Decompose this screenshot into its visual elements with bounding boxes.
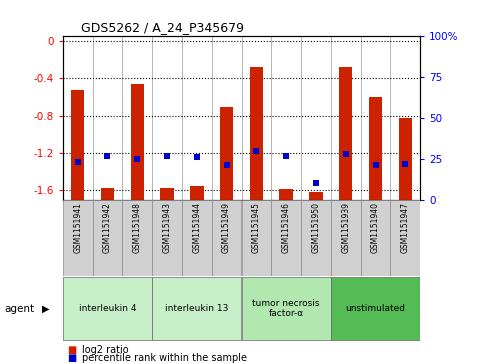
Bar (93, 200, 122, 276)
Text: GSM1151945: GSM1151945 (252, 202, 261, 253)
Text: GSM1151950: GSM1151950 (312, 202, 320, 253)
Text: unstimulated: unstimulated (345, 304, 406, 313)
Text: percentile rank within the sample: percentile rank within the sample (82, 352, 247, 363)
Text: GSM1151944: GSM1151944 (192, 202, 201, 253)
Bar (130, 84, 144, 200)
Bar (309, 192, 323, 200)
Bar (398, 118, 412, 200)
Text: ■: ■ (68, 352, 77, 363)
Bar (242, 277, 331, 340)
Bar (280, 189, 293, 200)
Bar (63, 200, 93, 276)
Text: GDS5262 / A_24_P345679: GDS5262 / A_24_P345679 (81, 21, 243, 34)
Bar (63, 277, 152, 340)
Text: GSM1151941: GSM1151941 (73, 202, 82, 253)
Text: GSM1151942: GSM1151942 (103, 202, 112, 253)
Bar (339, 67, 353, 200)
Bar (122, 200, 152, 276)
Text: GSM1151947: GSM1151947 (401, 202, 410, 253)
Bar (220, 107, 233, 200)
Bar (331, 200, 361, 276)
Bar (250, 67, 263, 200)
Bar (301, 200, 331, 276)
Text: ▶: ▶ (42, 303, 50, 314)
Bar (361, 200, 390, 276)
Text: log2 ratio: log2 ratio (82, 345, 129, 355)
Bar (212, 200, 242, 276)
Bar (242, 200, 271, 276)
Bar (152, 200, 182, 276)
Text: GSM1151940: GSM1151940 (371, 202, 380, 253)
Bar (160, 188, 174, 200)
Bar (390, 200, 420, 276)
Text: ■: ■ (68, 345, 77, 355)
Text: interleukin 13: interleukin 13 (165, 304, 228, 313)
Text: interleukin 4: interleukin 4 (79, 304, 136, 313)
Bar (182, 200, 212, 276)
Bar (101, 188, 114, 200)
Bar (71, 90, 85, 200)
Text: GSM1151939: GSM1151939 (341, 202, 350, 253)
Text: GSM1151943: GSM1151943 (163, 202, 171, 253)
Bar (331, 277, 420, 340)
Bar (190, 185, 203, 200)
Bar (369, 97, 382, 200)
Text: agent: agent (5, 303, 35, 314)
Text: tumor necrosis
factor-α: tumor necrosis factor-α (253, 299, 320, 318)
Text: GSM1151949: GSM1151949 (222, 202, 231, 253)
Bar (271, 200, 301, 276)
Text: GSM1151946: GSM1151946 (282, 202, 291, 253)
Bar (152, 277, 242, 340)
Text: GSM1151948: GSM1151948 (133, 202, 142, 253)
